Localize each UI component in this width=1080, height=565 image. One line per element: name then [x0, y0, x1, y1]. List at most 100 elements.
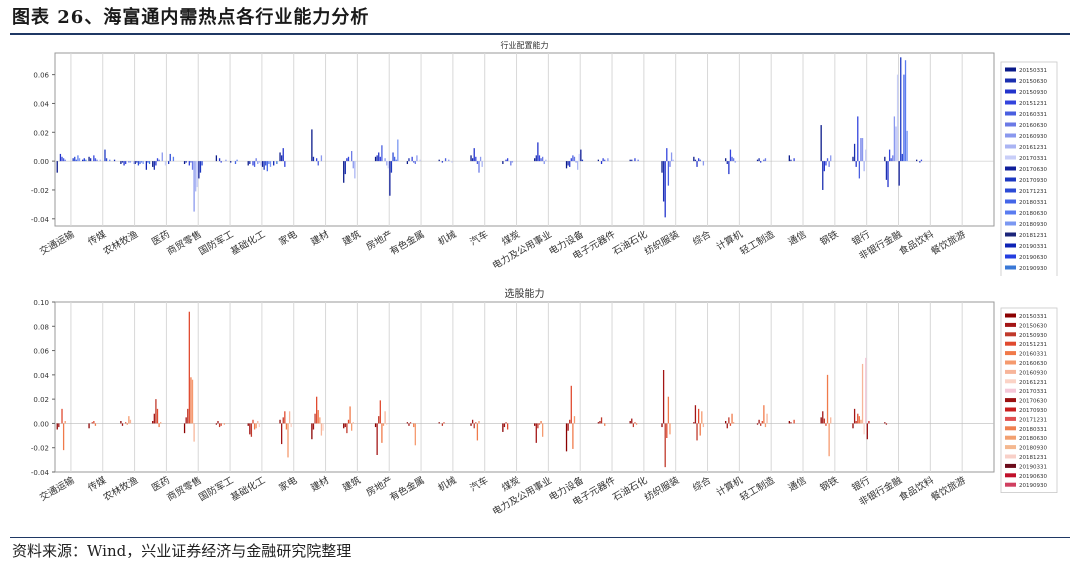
y-tick-label: -0.04	[31, 469, 50, 477]
plot-area	[54, 301, 995, 473]
legend-swatch	[1005, 144, 1016, 149]
bar	[381, 145, 383, 162]
bar	[125, 161, 127, 165]
bar	[343, 423, 345, 429]
y-tick-label: 0.02	[33, 396, 49, 404]
bar	[857, 413, 859, 424]
bar	[542, 156, 544, 162]
bar	[62, 423, 65, 451]
bar	[699, 159, 701, 162]
bar	[535, 423, 537, 443]
bar	[140, 161, 143, 163]
bar	[56, 161, 58, 173]
bar	[511, 161, 514, 163]
bar	[201, 161, 203, 166]
y-tick-label: 0.04	[33, 100, 49, 108]
bar	[828, 161, 830, 167]
bar	[538, 155, 541, 162]
bar	[634, 422, 636, 424]
bar	[764, 158, 767, 162]
bar	[109, 159, 111, 162]
bar	[534, 423, 536, 426]
bar	[578, 153, 580, 162]
bar	[577, 161, 579, 170]
bar	[766, 413, 768, 424]
legend-label: 20150331	[1019, 314, 1047, 320]
bar	[693, 422, 695, 424]
legend-label: 20190630	[1019, 474, 1047, 480]
bar	[183, 423, 186, 434]
bar	[481, 161, 483, 167]
bar	[696, 161, 698, 167]
bar	[129, 161, 132, 163]
bar	[479, 156, 482, 162]
bar	[285, 423, 288, 430]
category-label: 机械	[436, 474, 459, 494]
legend-label: 20180930	[1019, 446, 1047, 452]
category-label: 农林牧渔	[101, 474, 140, 504]
bar	[193, 161, 195, 212]
bar	[311, 129, 313, 162]
y-tick-label: 0.10	[33, 299, 49, 307]
bar	[662, 370, 665, 424]
bar	[389, 161, 391, 196]
bar	[860, 138, 862, 162]
category-label: 基础化工	[228, 474, 267, 504]
bar	[505, 159, 507, 162]
bar	[729, 423, 732, 426]
legend-swatch	[1005, 332, 1016, 337]
bar	[281, 423, 283, 445]
figure-title: 图表 26、海富通内需热点各行业能力分析	[12, 7, 370, 28]
legend-label: 20170331	[1019, 389, 1047, 395]
bar	[830, 155, 832, 162]
bar	[62, 158, 65, 162]
bar	[72, 158, 74, 162]
bar	[384, 411, 386, 424]
bar	[699, 423, 701, 436]
category-label: 建材	[309, 228, 332, 248]
bar	[136, 161, 138, 163]
bar	[701, 411, 703, 424]
bar	[155, 161, 157, 166]
legend-label: 20150930	[1019, 333, 1047, 339]
bar	[441, 423, 444, 426]
bar	[217, 421, 219, 424]
bar	[376, 423, 378, 455]
bar	[580, 149, 582, 162]
bar	[406, 161, 409, 165]
bar	[374, 423, 377, 428]
bar	[247, 161, 249, 166]
legend-swatch	[1005, 243, 1016, 248]
bar	[317, 410, 319, 424]
bar	[451, 161, 453, 163]
chart-title: 行业配置能力	[501, 40, 549, 50]
bar	[756, 159, 759, 162]
legend-swatch	[1005, 482, 1016, 487]
bar	[284, 161, 286, 167]
bar	[190, 377, 192, 424]
legend-swatch	[1005, 177, 1016, 182]
bar	[284, 411, 286, 424]
bar	[128, 161, 130, 163]
legend-swatch	[1005, 463, 1016, 468]
bar	[826, 158, 829, 162]
bar	[152, 161, 154, 167]
bar	[218, 158, 221, 162]
bar	[59, 153, 62, 162]
bar	[865, 149, 867, 162]
bar	[602, 158, 604, 162]
bar	[153, 413, 155, 424]
legend-swatch	[1005, 369, 1016, 374]
bar	[161, 152, 163, 162]
bar	[597, 159, 599, 162]
bar	[893, 116, 896, 162]
bar	[88, 156, 90, 162]
bar	[347, 419, 350, 424]
bar	[290, 423, 292, 428]
bar	[855, 161, 857, 167]
bar	[669, 161, 671, 167]
bar	[702, 161, 705, 166]
bar	[470, 155, 472, 162]
legend-label: 20160930	[1019, 370, 1047, 376]
bar	[763, 405, 765, 424]
